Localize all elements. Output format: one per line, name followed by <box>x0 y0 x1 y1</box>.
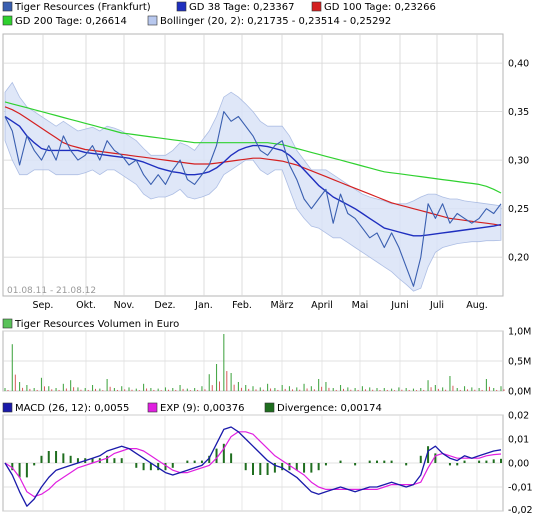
macd-legend: MACD (26, 12): 0,0055 EXP (9): 0,00376 Div… <box>2 402 382 414</box>
legend-label-gd-200-tage-0-26614: GD 200 Tage: 0,26614 <box>15 16 127 27</box>
price-y-tick: 0,25 <box>508 204 529 215</box>
month-tick-aug: Aug. <box>466 300 488 311</box>
volume-y-tick: 1,0M <box>508 327 531 338</box>
volume-bars <box>4 334 505 391</box>
macd-line <box>4 426 502 507</box>
divergence-bars <box>11 443 502 478</box>
bollinger-band <box>4 81 502 292</box>
month-tick-feb: Feb. <box>232 300 252 311</box>
volume-y-tick: 0,5M <box>508 357 531 368</box>
macd-y-tick: -0,02 <box>508 505 533 515</box>
month-tick-april: April <box>311 300 333 311</box>
price-y-tick: 0,30 <box>508 156 529 167</box>
legend-swatch-exp-9-0-00376 <box>147 402 158 413</box>
legend-swatch-gd-200-tage-0-26614 <box>2 15 13 26</box>
gd200-line <box>4 101 502 194</box>
month-tick-juli: Juli <box>429 300 444 311</box>
legend-swatch-tiger-resources-frankfurt <box>2 1 13 12</box>
month-tick-nov: Nov. <box>114 300 135 311</box>
legend-label-macd-26-12-0-0055: MACD (26, 12): 0,0055 <box>15 403 129 414</box>
legend-label-gd-38-tage-0-23367: GD 38 Tage: 0,23367 <box>189 2 295 13</box>
macd-y-tick: 0,01 <box>508 435 529 446</box>
macd-y-tick: 0,00 <box>508 459 529 470</box>
month-tick-juni: Juni <box>390 300 408 311</box>
legend-swatch-divergence-0-00174 <box>264 402 275 413</box>
macd-y-axis: -0,02 -0,01 0,00 0,01 0,02 <box>508 411 533 515</box>
date-range-label: 01.08.11 - 21.08.12 <box>7 286 96 296</box>
price-y-tick: 0,35 <box>508 107 529 118</box>
legend-swatch-tiger-resources-volumen-in-euro <box>2 318 13 329</box>
month-tick-mai: Mai <box>352 300 369 311</box>
volume-grid <box>3 330 503 392</box>
macd-lines <box>4 426 502 507</box>
price-line <box>4 111 502 287</box>
macd-y-tick: 0,02 <box>508 411 529 422</box>
volume-y-tick: 0,0M <box>508 387 531 398</box>
macd-y-tick: -0,01 <box>508 483 533 494</box>
price-y-tick: 0,20 <box>508 253 529 264</box>
price-legend: Tiger Resources (Frankfurt) GD 38 Tage: 0… <box>2 1 436 27</box>
legend-label-bollinger-20-2-0-21735-0-23514-0-25292: Bollinger (20, 2): 0,21735 - 0,23514 - 0… <box>160 16 391 27</box>
legend-swatch-gd-38-tage-0-23367 <box>176 1 187 12</box>
price-y-axis: 0,20 0,25 0,30 0,35 0,40 <box>508 59 529 264</box>
month-tick-okt: Okt. <box>76 300 96 311</box>
gd100-line <box>4 106 502 227</box>
legend-swatch-macd-26-12-0-0055 <box>2 402 13 413</box>
price-y-tick: 0,40 <box>508 59 529 70</box>
legend-label-gd-100-tage-0-23266: GD 100 Tage: 0,23266 <box>324 2 436 13</box>
exp-line <box>4 431 502 498</box>
legend-swatch-bollinger-20-2-0-21735-0-23514-0-25292 <box>147 15 158 26</box>
legend-swatch-gd-100-tage-0-23266 <box>311 1 322 12</box>
month-tick-dez: Dez. <box>154 300 175 311</box>
month-axis: Sep. Okt. Nov. Dez. Jan. Feb. März April Mai Juni… <box>33 300 488 311</box>
legend-label-tiger-resources-volumen-in-euro: Tiger Resources Volumen in Euro <box>14 319 179 330</box>
month-tick-jan: Jan. <box>194 300 213 311</box>
legend-label-divergence-0-00174: Divergence: 0,00174 <box>277 403 382 414</box>
legend-label-tiger-resources-frankfurt: Tiger Resources (Frankfurt) <box>14 2 151 13</box>
volume-y-axis: 0,0M 0,5M 1,0M <box>508 327 531 398</box>
volume-legend: Tiger Resources Volumen in Euro <box>2 318 179 330</box>
legend-label-exp-9-0-00376: EXP (9): 0,00376 <box>160 403 244 414</box>
month-tick-m-rz: März <box>271 300 294 311</box>
price-lines <box>4 101 502 287</box>
month-tick-sep: Sep. <box>33 300 54 311</box>
